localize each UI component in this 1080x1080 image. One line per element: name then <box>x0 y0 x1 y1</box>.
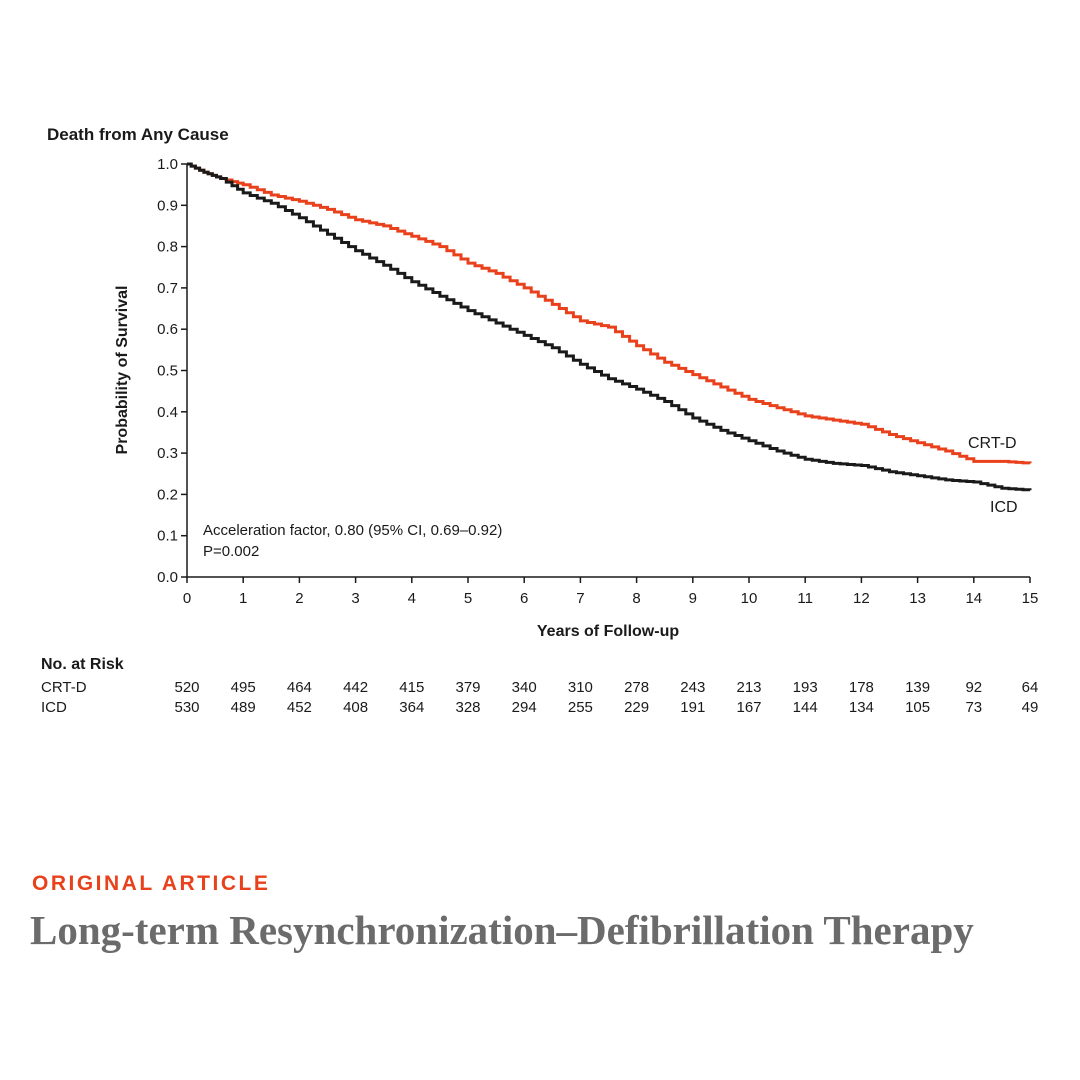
x-tick-label: 11 <box>797 590 813 607</box>
risk-value-icd: 229 <box>624 699 649 716</box>
y-tick-label: 0.2 <box>157 486 178 503</box>
risk-value-icd: 294 <box>512 699 537 716</box>
y-tick-label: 0.4 <box>157 404 178 421</box>
y-tick-label: 0.3 <box>157 445 178 462</box>
x-tick-label: 4 <box>408 590 416 607</box>
risk-value-crt-d: 310 <box>568 679 593 696</box>
risk-value-icd: 328 <box>455 699 480 716</box>
x-tick-label: 1 <box>239 590 247 607</box>
article-title: Long-term Resynchronization–Defibrillati… <box>30 907 974 953</box>
survival-chart: Death from Any Cause Probability of Surv… <box>41 125 1039 716</box>
risk-value-crt-d: 495 <box>231 679 256 696</box>
y-tick-label: 0.1 <box>157 528 178 545</box>
risk-value-crt-d: 520 <box>174 679 199 696</box>
risk-value-icd: 452 <box>287 699 312 716</box>
x-tick-label: 9 <box>689 590 697 607</box>
y-tick-label: 0.7 <box>157 280 178 297</box>
risk-value-icd: 191 <box>680 699 705 716</box>
risk-value-icd: 144 <box>793 699 818 716</box>
risk-value-icd: 489 <box>231 699 256 716</box>
survival-curves <box>187 162 1032 492</box>
risk-value-icd: 408 <box>343 699 368 716</box>
x-tick-label: 10 <box>741 590 758 607</box>
risk-value-crt-d: 139 <box>905 679 930 696</box>
p-value-annotation: P=0.002 <box>203 543 259 560</box>
risk-value-crt-d: 64 <box>1022 679 1039 696</box>
x-tick-label: 7 <box>576 590 584 607</box>
risk-value-crt-d: 415 <box>399 679 424 696</box>
x-tick-label: 8 <box>632 590 640 607</box>
risk-value-icd: 105 <box>905 699 930 716</box>
risk-value-icd: 49 <box>1022 699 1039 716</box>
series-line-crt-d <box>187 162 1032 465</box>
risk-value-icd: 73 <box>965 699 982 716</box>
x-tick-label: 14 <box>965 590 982 607</box>
x-tick-label: 5 <box>464 590 472 607</box>
x-tick-label: 12 <box>853 590 870 607</box>
x-tick-label: 0 <box>183 590 191 607</box>
y-axis-title: Probability of Survival <box>114 286 131 455</box>
crt-d-series-label: CRT-D <box>968 435 1017 452</box>
y-tick-label: 0.0 <box>157 569 178 586</box>
risk-value-crt-d: 178 <box>849 679 874 696</box>
x-tick-label: 3 <box>351 590 359 607</box>
y-axis-ticks: 0.0 0.1 0.2 0.3 0.4 0.5 0.6 0.7 0.8 0.9 1.0 <box>157 156 187 586</box>
risk-value-icd: 364 <box>399 699 424 716</box>
x-tick-label: 13 <box>909 590 926 607</box>
x-tick-label: 15 <box>1022 590 1039 607</box>
y-tick-label: 0.6 <box>157 321 178 338</box>
risk-value-icd: 255 <box>568 699 593 716</box>
icd-series-label: ICD <box>990 499 1018 516</box>
y-tick-label: 0.8 <box>157 239 178 256</box>
risk-value-crt-d: 213 <box>736 679 761 696</box>
acceleration-factor-annotation: Acceleration factor, 0.80 (95% CI, 0.69–… <box>203 522 502 539</box>
y-tick-label: 0.9 <box>157 197 178 214</box>
y-tick-label: 0.5 <box>157 363 178 380</box>
risk-table-title: No. at Risk <box>41 656 124 673</box>
risk-value-icd: 134 <box>849 699 874 716</box>
risk-value-crt-d: 193 <box>793 679 818 696</box>
x-axis-title: Years of Follow-up <box>537 623 679 640</box>
risk-value-crt-d: 379 <box>455 679 480 696</box>
risk-value-crt-d: 278 <box>624 679 649 696</box>
series-line-icd <box>187 162 1032 492</box>
risk-value-crt-d: 92 <box>965 679 982 696</box>
x-tick-label: 6 <box>520 590 528 607</box>
x-axis-ticks: 0 1 2 3 4 5 6 7 8 9 10 11 12 13 14 15 <box>183 577 1039 607</box>
risk-value-crt-d: 243 <box>680 679 705 696</box>
risk-row-label-icd: ICD <box>41 699 67 716</box>
y-tick-label: 1.0 <box>157 156 178 173</box>
article-kicker: ORIGINAL ARTICLE <box>32 872 271 895</box>
risk-value-crt-d: 442 <box>343 679 368 696</box>
risk-value-crt-d: 340 <box>512 679 537 696</box>
chart-title: Death from Any Cause <box>47 125 229 144</box>
risk-value-crt-d: 464 <box>287 679 312 696</box>
x-tick-label: 2 <box>295 590 303 607</box>
risk-table-values: 520 495 464 442 415 379 340 310 278 243 213 193 178 1… <box>174 679 1038 716</box>
risk-value-icd: 167 <box>736 699 761 716</box>
risk-value-icd: 530 <box>174 699 199 716</box>
risk-row-label-crt-d: CRT-D <box>41 679 87 696</box>
